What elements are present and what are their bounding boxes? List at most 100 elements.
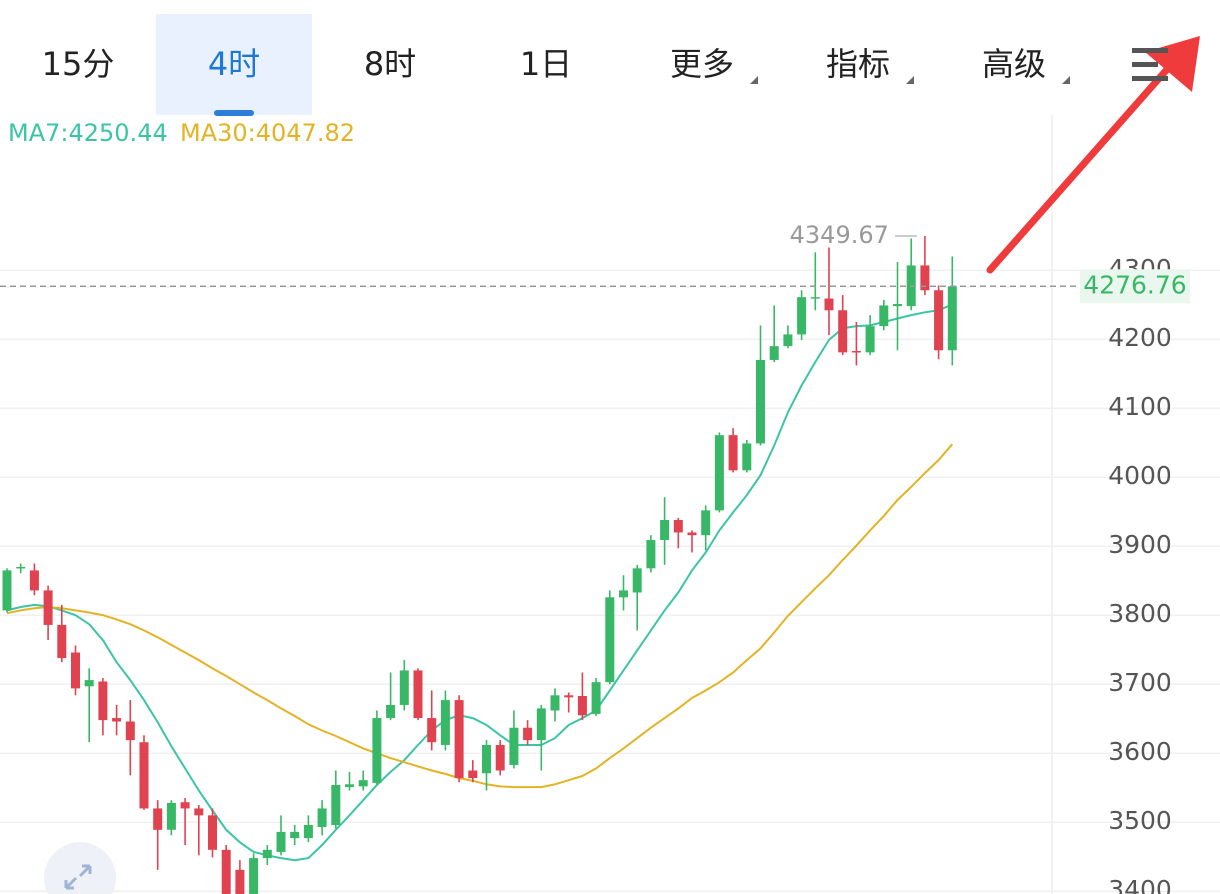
tab-label[interactable]: 15分 xyxy=(42,45,115,83)
candle-body xyxy=(468,770,478,779)
candle-body xyxy=(262,849,272,859)
y-tick-label: 3400 xyxy=(1108,875,1172,894)
candle-body xyxy=(290,831,300,839)
menu-bar xyxy=(1132,48,1168,53)
candle-body xyxy=(440,700,450,745)
candle-body xyxy=(619,590,628,598)
candle-body xyxy=(153,808,163,830)
active-tab-bg xyxy=(156,14,312,115)
candle-body xyxy=(71,652,80,689)
candle-body xyxy=(577,695,587,716)
candle-body xyxy=(139,742,149,809)
candle-body xyxy=(249,858,259,894)
candle-body xyxy=(920,265,930,291)
candle-body xyxy=(947,286,957,351)
dropdown-triangle xyxy=(1062,76,1070,84)
tab-label[interactable]: 4时 xyxy=(208,45,260,83)
candle-body xyxy=(57,624,67,659)
candle-body xyxy=(372,718,382,783)
annotation-arrow xyxy=(986,62,1174,274)
tab-label[interactable]: 8时 xyxy=(364,45,416,83)
candle-body xyxy=(646,540,656,569)
y-tick-label: 4200 xyxy=(1108,323,1172,352)
menu-bar xyxy=(1132,62,1158,67)
candle-body xyxy=(714,435,724,511)
dropdown-triangle xyxy=(906,76,914,84)
y-tick-label: 4100 xyxy=(1108,392,1172,421)
candle-body xyxy=(358,780,368,787)
candle-body xyxy=(893,304,902,307)
candle-body xyxy=(742,443,752,471)
ma-legend: MA30:4047.82 xyxy=(180,119,355,147)
menu-bar xyxy=(1132,76,1168,81)
y-tick-label: 3800 xyxy=(1108,599,1172,628)
candle-body xyxy=(98,681,108,721)
candle-body xyxy=(276,831,286,852)
candle-body xyxy=(687,532,697,536)
candle-body xyxy=(673,520,683,533)
candle-body xyxy=(495,744,505,771)
ma-line xyxy=(6,443,954,789)
candle-body xyxy=(701,510,711,536)
candle-body xyxy=(756,359,765,444)
candle-body xyxy=(194,808,204,816)
candle-body xyxy=(2,570,12,611)
candle-body xyxy=(810,297,820,299)
candle-body xyxy=(16,566,26,569)
y-tick-label: 3700 xyxy=(1108,668,1172,697)
candle-body xyxy=(125,721,135,741)
tab-label[interactable]: 更多 xyxy=(670,45,734,83)
high-label: 4349.67 xyxy=(790,221,889,249)
candle-body xyxy=(783,334,793,347)
candle-body xyxy=(591,682,601,714)
candle-body xyxy=(303,825,313,839)
y-tick-label: 3500 xyxy=(1108,806,1172,835)
expand-button[interactable] xyxy=(44,842,116,894)
candle-body xyxy=(536,708,546,741)
candle-body xyxy=(345,784,354,788)
candle-body xyxy=(331,784,341,826)
candle-body xyxy=(797,297,807,335)
candle-body xyxy=(509,727,519,765)
ma-legend: MA7:4250.44 xyxy=(8,119,168,147)
dropdown-triangle xyxy=(750,76,758,84)
candle-body xyxy=(851,350,861,353)
candle-body xyxy=(84,680,94,687)
active-tab-indicator xyxy=(214,110,254,116)
tab-label[interactable]: 1日 xyxy=(520,45,572,83)
candle-body xyxy=(235,869,245,894)
candle-body xyxy=(208,815,217,850)
candle-body xyxy=(166,802,176,830)
candle-body xyxy=(564,695,574,698)
tab-label[interactable]: 高级 xyxy=(982,45,1046,83)
candle-body xyxy=(769,346,779,360)
candle-body xyxy=(180,802,190,809)
candle-body xyxy=(386,704,396,719)
y-tick-label: 3600 xyxy=(1108,737,1172,766)
candle-body xyxy=(413,670,423,719)
y-tick-label: 3900 xyxy=(1108,530,1172,559)
menu-icon[interactable] xyxy=(1132,48,1168,81)
last-price-label: 4276.76 xyxy=(1083,270,1186,299)
candle-body xyxy=(427,718,437,743)
candle-body xyxy=(43,590,53,625)
candle-body xyxy=(399,670,409,705)
candle-body xyxy=(29,570,39,591)
candle-body xyxy=(824,298,834,311)
candle-body xyxy=(865,326,875,353)
candle-body xyxy=(221,849,231,894)
candle-body xyxy=(523,727,533,741)
candle-body xyxy=(728,435,738,471)
candle-body xyxy=(112,718,122,722)
candle-body xyxy=(605,597,615,683)
candle-body xyxy=(317,808,327,828)
y-tick-label: 4000 xyxy=(1108,461,1172,490)
candle-body xyxy=(660,520,670,541)
ma-line xyxy=(6,303,953,862)
candle-body xyxy=(934,290,944,351)
candle-body xyxy=(838,310,848,353)
candle-body xyxy=(454,700,464,779)
tab-label[interactable]: 指标 xyxy=(826,45,890,83)
